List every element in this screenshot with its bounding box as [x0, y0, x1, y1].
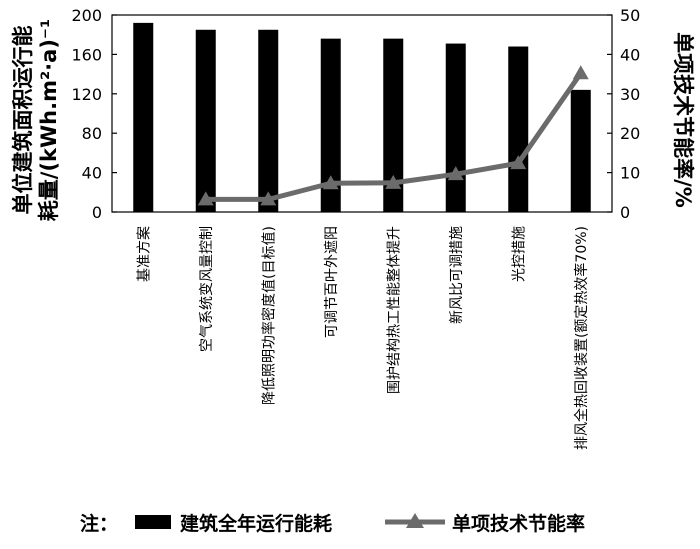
bar — [383, 38, 404, 212]
legend-label-saving-rate: 单项技术节能率 — [452, 512, 585, 535]
x-category-label: 排风全热回收装置(额定热效率70%) — [573, 226, 590, 450]
line-point-marker — [385, 174, 402, 189]
x-category-label: 可调节百叶外遮阳 — [324, 226, 340, 338]
y-left-tick-label: 160 — [71, 45, 102, 64]
y-right-tick-label: 40 — [620, 45, 640, 64]
y-right-tick-label: 0 — [620, 203, 630, 222]
bar — [320, 38, 341, 212]
line-point-marker — [260, 191, 277, 206]
bar — [195, 29, 216, 213]
y-axis-left-title-line1: 单位建筑面积运行能 — [11, 26, 35, 215]
y-left-tick-label: 0 — [92, 203, 102, 222]
y-right-tick-label: 30 — [620, 85, 640, 104]
y-right-tick-label: 20 — [620, 124, 640, 143]
line-point-marker — [510, 155, 527, 170]
legend-triangle-marker — [406, 513, 424, 528]
bar — [570, 89, 591, 212]
axes-layer: 0 40 80 120 160 200 0 10 20 30 40 50 基准方案 空气系统变风量控制 降低… — [71, 6, 640, 450]
line-point-marker — [447, 166, 464, 181]
legend-swatch-bar — [135, 515, 171, 529]
line-point-marker — [572, 65, 589, 80]
bar — [508, 46, 529, 212]
y-right-tick-label: 10 — [620, 164, 640, 183]
y-left-tick-label: 80 — [82, 124, 102, 143]
legend: 注： 建筑全年运行能耗 单项技术节能率 — [80, 512, 585, 535]
line-point-marker — [197, 191, 214, 206]
x-category-label: 空气系统变风量控制 — [199, 226, 215, 352]
bar — [258, 29, 279, 213]
y-axis-right-title: 单项技术节能率/% — [671, 32, 695, 208]
legend-prefix: 注： — [80, 512, 118, 535]
y-left-tick-label: 200 — [71, 6, 102, 25]
plot-frame — [111, 14, 613, 213]
bar — [445, 43, 466, 212]
line-layer — [197, 65, 589, 206]
x-category-label: 新风比可调措施 — [449, 226, 465, 324]
x-category-label: 光控措施 — [511, 226, 527, 282]
y-axis-left-title-line2: 耗量/(kWh.m²·a)⁻¹ — [37, 19, 61, 221]
bar — [133, 22, 154, 212]
y-right-tick-label: 50 — [620, 6, 640, 25]
bars-layer — [133, 22, 591, 213]
y-left-tick-label: 40 — [82, 164, 102, 183]
x-category-label: 降低照明功率密度值(目标值) — [260, 226, 277, 405]
legend-label-energy: 建筑全年运行能耗 — [180, 512, 332, 535]
x-category-label: 围护结构热工性能整体提升 — [386, 226, 402, 394]
y-left-tick-label: 120 — [71, 85, 102, 104]
line-point-marker — [322, 175, 339, 190]
x-category-label: 基准方案 — [135, 226, 152, 282]
